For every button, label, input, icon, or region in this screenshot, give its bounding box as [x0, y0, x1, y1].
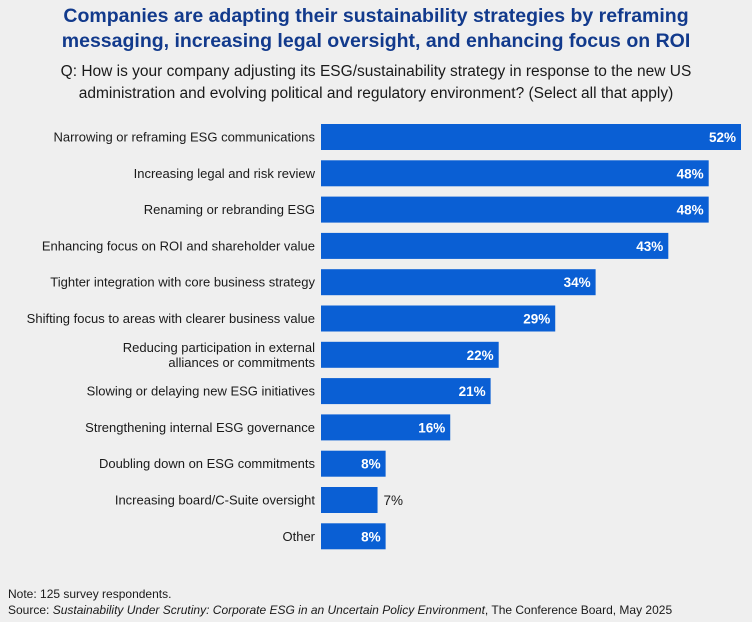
bar-2 [321, 196, 709, 223]
bar-5 [321, 305, 556, 332]
value-label-6: 22% [467, 348, 494, 363]
value-label-10: 7% [384, 493, 404, 508]
category-label-2: Renaming or rebranding ESG [144, 202, 315, 217]
bar-7 [321, 378, 491, 405]
bar-8 [321, 414, 451, 441]
footnote: Note: 125 survey respondents. Source: Su… [8, 586, 672, 618]
category-label-1: Increasing legal and risk review [134, 166, 316, 181]
value-label-3: 43% [636, 239, 663, 254]
value-label-7: 21% [459, 384, 486, 399]
bar-4 [321, 269, 596, 296]
source-suffix: , The Conference Board, May 2025 [484, 603, 673, 617]
value-label-9: 8% [361, 457, 381, 472]
value-label-8: 16% [418, 420, 445, 435]
value-label-1: 48% [677, 166, 704, 181]
value-label-0: 52% [709, 130, 736, 145]
value-label-4: 34% [564, 275, 591, 290]
category-label-9: Doubling down on ESG commitments [99, 456, 316, 471]
category-label-10: Increasing board/C-Suite oversight [115, 493, 316, 508]
category-label-3: Enhancing focus on ROI and shareholder v… [42, 238, 315, 253]
source-text: Source: Sustainability Under Scrutiny: C… [8, 602, 672, 618]
source-prefix: Source: [8, 603, 53, 617]
value-label-5: 29% [523, 312, 550, 327]
chart-title: Companies are adapting their sustainabil… [0, 4, 752, 54]
bar-10 [321, 487, 378, 513]
survey-question-line-1: Q: How is your company adjusting its ESG… [60, 63, 692, 80]
bar-0 [321, 124, 741, 150]
category-label-8: Strengthening internal ESG governance [85, 420, 315, 435]
survey-question-line-2: administration and evolving political an… [78, 85, 674, 102]
survey-question: Q: How is your company adjusting its ESG… [0, 61, 752, 105]
category-label-0: Narrowing or reframing ESG communication… [53, 130, 315, 145]
source-title: Sustainability Under Scrutiny: Corporate… [52, 603, 485, 617]
bar-6 [321, 341, 499, 368]
chart-title-line-2: messaging, increasing legal oversight, a… [61, 30, 691, 52]
value-label-2: 48% [677, 203, 704, 218]
category-label-4: Tighter integration with core business s… [50, 275, 315, 290]
category-label-5: Shifting focus to areas with clearer bus… [27, 311, 315, 326]
bar-3 [321, 232, 669, 259]
bar-11 [321, 523, 386, 550]
value-label-11: 8% [361, 529, 381, 544]
bar-1 [321, 160, 709, 187]
note-text: Note: 125 survey respondents. [8, 587, 172, 601]
category-label-11: Other [282, 529, 315, 544]
chart-title-line-1: Companies are adapting their sustainabil… [63, 5, 689, 27]
category-label-7: Slowing or delaying new ESG initiatives [87, 384, 316, 399]
bar-chart: Narrowing or reframing ESG communication… [27, 124, 741, 550]
bar-9 [321, 450, 386, 477]
category-label-6: Reducing participation in external allian… [123, 340, 316, 370]
